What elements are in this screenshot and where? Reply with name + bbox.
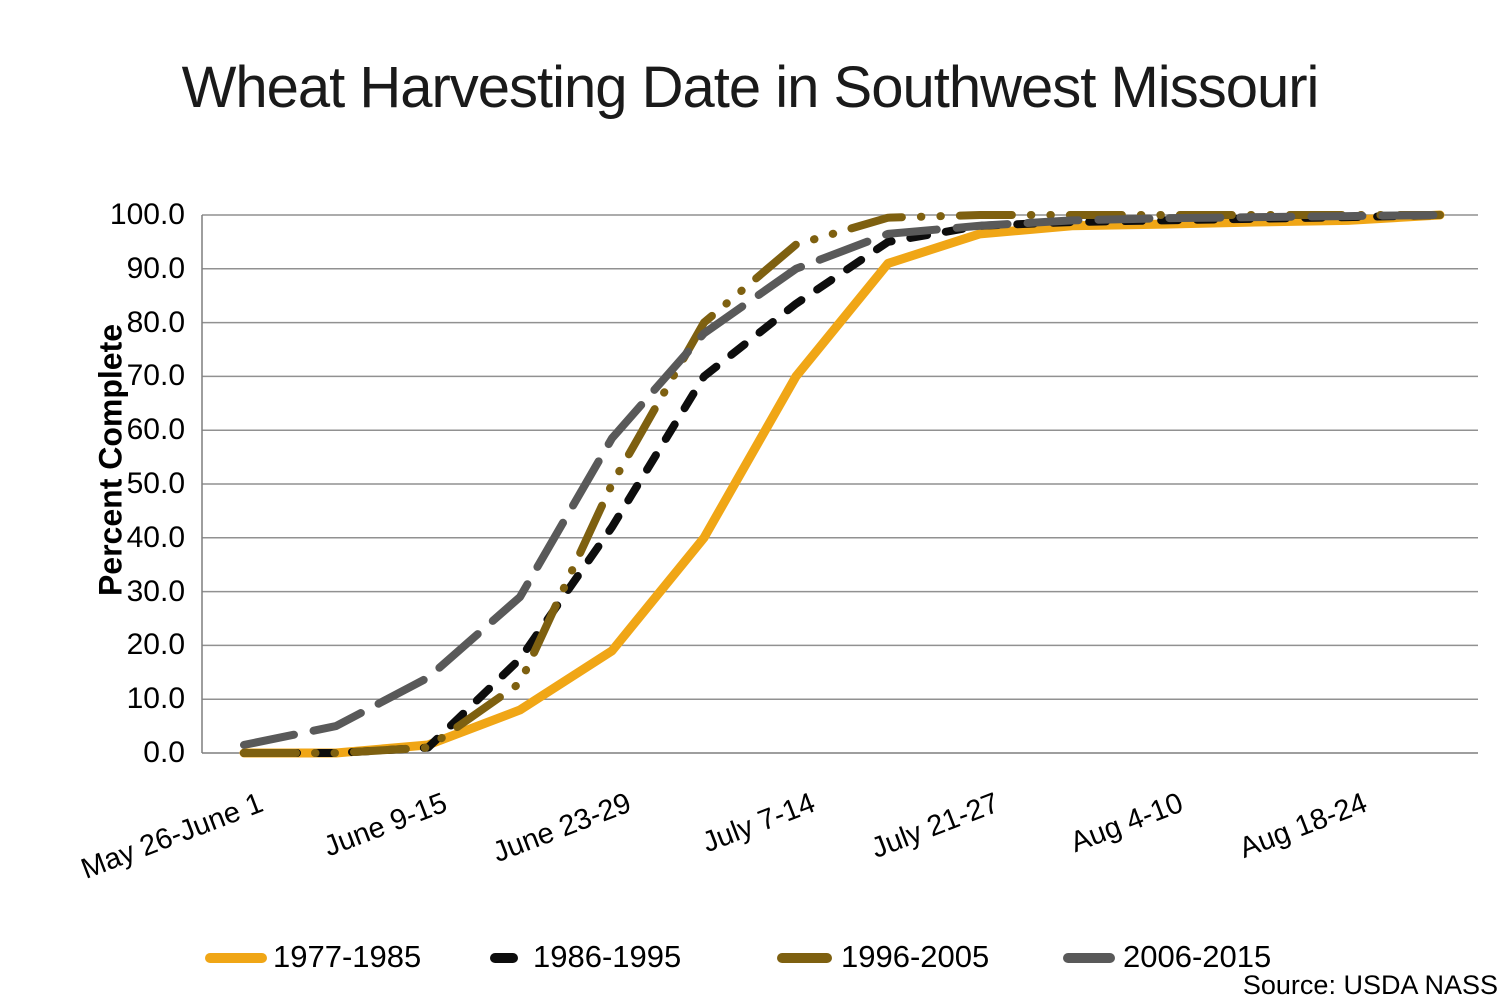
- legend-label-1996-2005: 1996-2005: [841, 939, 990, 974]
- y-tick-label: 90.0: [126, 251, 185, 285]
- legend-label-1986-1995: 1986-1995: [533, 939, 682, 974]
- series-line-1996-2005: [240, 211, 1444, 757]
- y-tick-label: 0.0: [143, 736, 185, 769]
- y-tick-label: 20.0: [126, 628, 185, 662]
- legend-swatch-1977-1985: [205, 953, 267, 963]
- y-tick-label: 60.0: [126, 413, 185, 447]
- legend-swatch-1996-2005: [777, 953, 832, 963]
- y-tick-label: 40.0: [126, 520, 185, 554]
- y-tick-label: 50.0: [126, 467, 185, 500]
- y-tick-label: 30.0: [126, 574, 185, 608]
- y-tick-label: 70.0: [126, 359, 185, 393]
- legend-swatch-1986-1995: [490, 953, 518, 963]
- legend: 1977-1985 1986-1995 1996-2005 2006-2015: [0, 938, 1500, 978]
- legend-swatch-2006-2015: [1063, 953, 1115, 963]
- y-tick-label: 10.0: [126, 682, 185, 716]
- y-tick-label: 100.0: [109, 198, 185, 231]
- legend-label-1977-1985: 1977-1985: [273, 939, 422, 974]
- series-line-2006-2015: [240, 211, 1444, 749]
- source-note: Source: USDA NASS: [1242, 970, 1498, 1000]
- legend-label-2006-2015: 2006-2015: [1123, 939, 1272, 974]
- y-tick-label: 80.0: [126, 305, 185, 339]
- chart-title: Wheat Harvesting Date in Southwest Misso…: [181, 55, 1320, 120]
